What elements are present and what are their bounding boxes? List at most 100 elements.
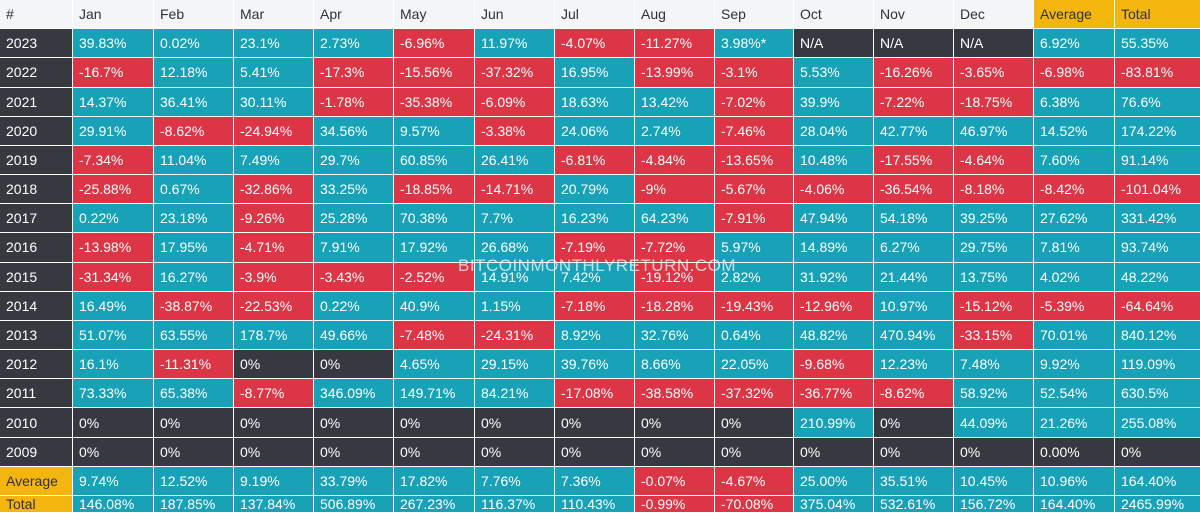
year-label: 2009 — [0, 437, 73, 467]
return-cell: 10.97% — [874, 291, 954, 321]
return-cell: 5.53% — [794, 58, 874, 88]
column-header: Aug — [635, 0, 715, 30]
return-cell: 46.97% — [954, 116, 1034, 146]
return-cell: 7.36% — [555, 466, 635, 496]
return-cell: 110.43% — [555, 495, 635, 513]
column-header: Dec — [954, 0, 1034, 30]
return-cell: -17.08% — [555, 379, 635, 409]
year-label: 2016 — [0, 233, 73, 263]
return-cell: 8.92% — [555, 320, 635, 351]
return-cell: 93.74% — [1115, 233, 1200, 263]
return-cell: 146.08% — [73, 495, 154, 513]
return-cell: 9.74% — [73, 466, 154, 496]
return-cell: 0% — [874, 408, 954, 438]
return-cell: 0% — [73, 408, 154, 438]
return-cell: -9.26% — [234, 204, 314, 234]
return-cell: 6.27% — [874, 233, 954, 263]
return-cell: 0% — [314, 408, 394, 438]
column-header: Average — [1034, 0, 1115, 30]
return-cell: 119.09% — [1115, 350, 1200, 380]
return-cell: 35.51% — [874, 466, 954, 496]
return-cell: 33.79% — [314, 466, 394, 496]
return-cell: 13.75% — [954, 262, 1034, 292]
return-cell: 255.08% — [1115, 408, 1200, 438]
return-cell: 12.52% — [154, 466, 234, 496]
return-cell: 7.60% — [1034, 145, 1115, 176]
return-cell: -8.18% — [954, 175, 1034, 205]
return-cell: 0.22% — [314, 291, 394, 321]
return-cell: 0.64% — [715, 320, 794, 351]
return-cell: 9.19% — [234, 466, 314, 496]
return-cell: 23.18% — [154, 204, 234, 234]
return-cell: 267.23% — [394, 495, 475, 513]
return-cell: -7.72% — [635, 233, 715, 263]
return-cell: 39.25% — [954, 204, 1034, 234]
return-cell: 25.28% — [314, 204, 394, 234]
return-cell: 7.76% — [475, 466, 555, 496]
return-cell: -13.99% — [635, 58, 715, 88]
return-cell: 29.91% — [73, 116, 154, 146]
return-cell: -101.04% — [1115, 175, 1200, 205]
return-cell: 0% — [1115, 437, 1200, 467]
return-cell: 9.57% — [394, 116, 475, 146]
return-cell: -3.9% — [234, 262, 314, 292]
return-cell: -6.09% — [475, 87, 555, 117]
return-cell: -1.78% — [314, 87, 394, 117]
return-cell: 3.98%* — [715, 29, 794, 59]
return-cell: 51.07% — [73, 320, 154, 351]
return-cell: -11.31% — [154, 350, 234, 380]
return-cell: -38.58% — [635, 379, 715, 409]
return-cell: -32.86% — [234, 175, 314, 205]
return-cell: -8.62% — [874, 379, 954, 409]
return-cell: -22.53% — [234, 291, 314, 321]
return-cell: -6.98% — [1034, 58, 1115, 88]
return-cell: 0% — [154, 437, 234, 467]
return-cell: 55.35% — [1115, 29, 1200, 59]
return-cell: N/A — [794, 29, 874, 59]
return-cell: 65.38% — [154, 379, 234, 409]
return-cell: 0% — [154, 408, 234, 438]
return-cell: -33.15% — [954, 320, 1034, 351]
return-cell: 137.84% — [234, 495, 314, 513]
return-cell: -18.28% — [635, 291, 715, 321]
return-cell: -7.34% — [73, 145, 154, 176]
return-cell: -8.77% — [234, 379, 314, 409]
return-cell: 10.96% — [1034, 466, 1115, 496]
return-cell: 532.61% — [874, 495, 954, 513]
return-cell: 14.91% — [475, 262, 555, 292]
return-cell: 39.83% — [73, 29, 154, 59]
return-cell: 0% — [73, 437, 154, 467]
return-cell: -9% — [635, 175, 715, 205]
return-cell: -4.84% — [635, 145, 715, 176]
return-cell: 10.45% — [954, 466, 1034, 496]
return-cell: 9.92% — [1034, 350, 1115, 380]
return-cell: 36.41% — [154, 87, 234, 117]
return-cell: -5.67% — [715, 175, 794, 205]
return-cell: 39.76% — [555, 350, 635, 380]
return-cell: 5.97% — [715, 233, 794, 263]
return-cell: 0% — [715, 437, 794, 467]
column-header: Sep — [715, 0, 794, 30]
year-label: 2017 — [0, 204, 73, 234]
column-header: Apr — [314, 0, 394, 30]
column-header: Jun — [475, 0, 555, 30]
return-cell: -37.32% — [715, 379, 794, 409]
return-cell: 10.48% — [794, 145, 874, 176]
return-cell: 1.15% — [475, 291, 555, 321]
return-cell: -19.43% — [715, 291, 794, 321]
return-cell: 0% — [234, 408, 314, 438]
column-header: Total — [1115, 0, 1200, 30]
return-cell: -6.96% — [394, 29, 475, 59]
return-cell: 12.18% — [154, 58, 234, 88]
return-cell: -7.22% — [874, 87, 954, 117]
return-cell: 5.41% — [234, 58, 314, 88]
return-cell: 7.91% — [314, 233, 394, 263]
return-cell: -4.64% — [954, 145, 1034, 176]
return-cell: -3.65% — [954, 58, 1034, 88]
return-cell: 47.94% — [794, 204, 874, 234]
return-cell: -7.18% — [555, 291, 635, 321]
year-label: 2012 — [0, 350, 73, 380]
return-cell: 14.89% — [794, 233, 874, 263]
return-cell: 16.1% — [73, 350, 154, 380]
return-cell: -36.77% — [794, 379, 874, 409]
